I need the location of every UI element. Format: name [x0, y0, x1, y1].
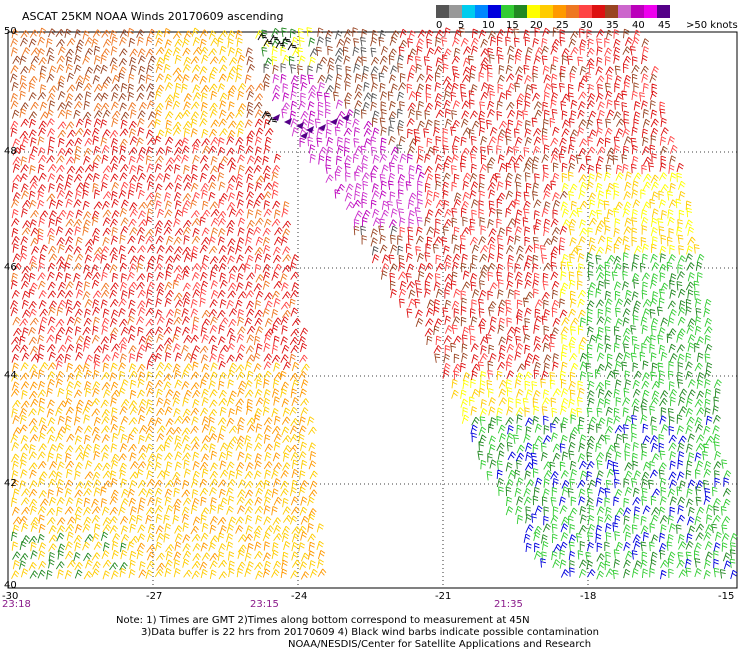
legend-label: 40 — [632, 20, 645, 31]
wind-barbs — [10, 27, 677, 373]
wind-barbs — [272, 74, 423, 229]
lon-label-minus-15: -15 — [718, 591, 735, 602]
map-title: ASCAT 25KM NOAA Winds 20170609 ascending — [22, 10, 284, 23]
lon-label-minus-24: -24 — [291, 591, 308, 602]
lat-label-50: 50 — [4, 26, 17, 37]
legend-swatch — [592, 5, 605, 18]
legend-swatch — [618, 5, 631, 18]
lon-label-minus-30: -30 — [2, 591, 19, 602]
legend-swatch — [579, 5, 592, 18]
legend-label: 30 — [580, 20, 593, 31]
legend-swatch — [644, 5, 657, 18]
contaminated-barb — [261, 110, 272, 119]
lat-label-44: 44 — [4, 370, 17, 381]
contaminated-barb — [281, 36, 292, 45]
wind-barbs — [470, 414, 738, 580]
strong-wind-flag — [300, 132, 308, 139]
lat-label-46: 46 — [4, 262, 17, 273]
legend-swatch — [631, 5, 644, 18]
lon-label-minus-27: -27 — [146, 591, 163, 602]
wind-barbs — [10, 29, 678, 380]
lon-label-minus-18: -18 — [580, 591, 597, 602]
legend-swatch — [462, 5, 475, 18]
footnotes: Note: 1) Times are GMT 2)Times along bot… — [116, 615, 599, 651]
legend-label: 35 — [606, 20, 619, 31]
strong-wind-flag — [306, 126, 314, 133]
wind-barbs — [255, 27, 695, 424]
strong-wind-flag — [272, 114, 280, 121]
footnote-line-1: Note: 1) Times are GMT 2)Times along bot… — [116, 615, 530, 626]
color-legend: 0 5 10 15 20 25 30 35 40 45 >50 knots — [436, 5, 738, 34]
legend-swatch — [527, 5, 540, 18]
wind-barbs — [263, 29, 405, 256]
wind-barbs — [478, 252, 738, 580]
contaminated-barb — [263, 38, 274, 47]
legend-swatch — [566, 5, 579, 18]
strong-wind-flag — [342, 114, 350, 121]
legend-label: >50 knots — [686, 20, 738, 31]
legend-color-bar — [436, 5, 736, 18]
legend-swatch — [657, 5, 670, 18]
legend-label: 0 — [436, 20, 443, 31]
strong-wind-flag — [284, 118, 292, 125]
wind-barbs — [271, 73, 425, 228]
legend-swatch — [553, 5, 566, 18]
lon-label-minus-21: -21 — [435, 591, 452, 602]
legend-swatch — [449, 5, 462, 18]
legend-swatch — [605, 5, 618, 18]
legend-swatch — [540, 5, 553, 18]
contaminated-barb — [287, 42, 298, 51]
contaminated-barb — [269, 34, 280, 43]
contaminated-barb — [275, 40, 286, 49]
plot-frame — [7, 31, 738, 589]
legend-swatch — [514, 5, 527, 18]
legend-swatch — [501, 5, 514, 18]
wind-barbs — [10, 28, 327, 580]
lat-label-42: 42 — [4, 478, 17, 489]
contaminated-barb — [257, 32, 268, 41]
legend-swatch — [475, 5, 488, 18]
legend-label: 10 — [482, 20, 495, 31]
legend-label: 5 — [458, 20, 465, 31]
strong-wind-flag — [296, 122, 304, 129]
legend-label: 15 — [506, 20, 519, 31]
legend-swatch — [488, 5, 501, 18]
wind-barbs — [10, 27, 297, 364]
strong-wind-flag — [330, 118, 338, 125]
footnote-line-3: NOAA/NESDIS/Center for Satellite Applica… — [288, 639, 592, 650]
legend-label: 20 — [530, 20, 543, 31]
wind-barbs — [11, 27, 736, 580]
legend-labels: 0 5 10 15 20 25 30 35 40 45 >50 knots — [436, 20, 738, 34]
lat-label-48: 48 — [4, 146, 17, 157]
legend-label: 45 — [658, 20, 671, 31]
wind-barbs — [10, 27, 684, 380]
contaminated-barb — [267, 116, 278, 125]
legend-swatch — [436, 5, 449, 18]
legend-label: 25 — [556, 20, 569, 31]
time-label-right: 21:35 — [494, 599, 523, 610]
strong-wind-flag — [318, 124, 326, 131]
time-label-middle: 23:15 — [250, 599, 279, 610]
lat-label-40: 40 — [4, 580, 17, 591]
wind-barbs — [10, 27, 700, 580]
footnote-line-2: 3)Data buffer is 22 hrs from 20170609 4)… — [141, 627, 599, 638]
time-label-left: 23:18 — [2, 599, 31, 610]
